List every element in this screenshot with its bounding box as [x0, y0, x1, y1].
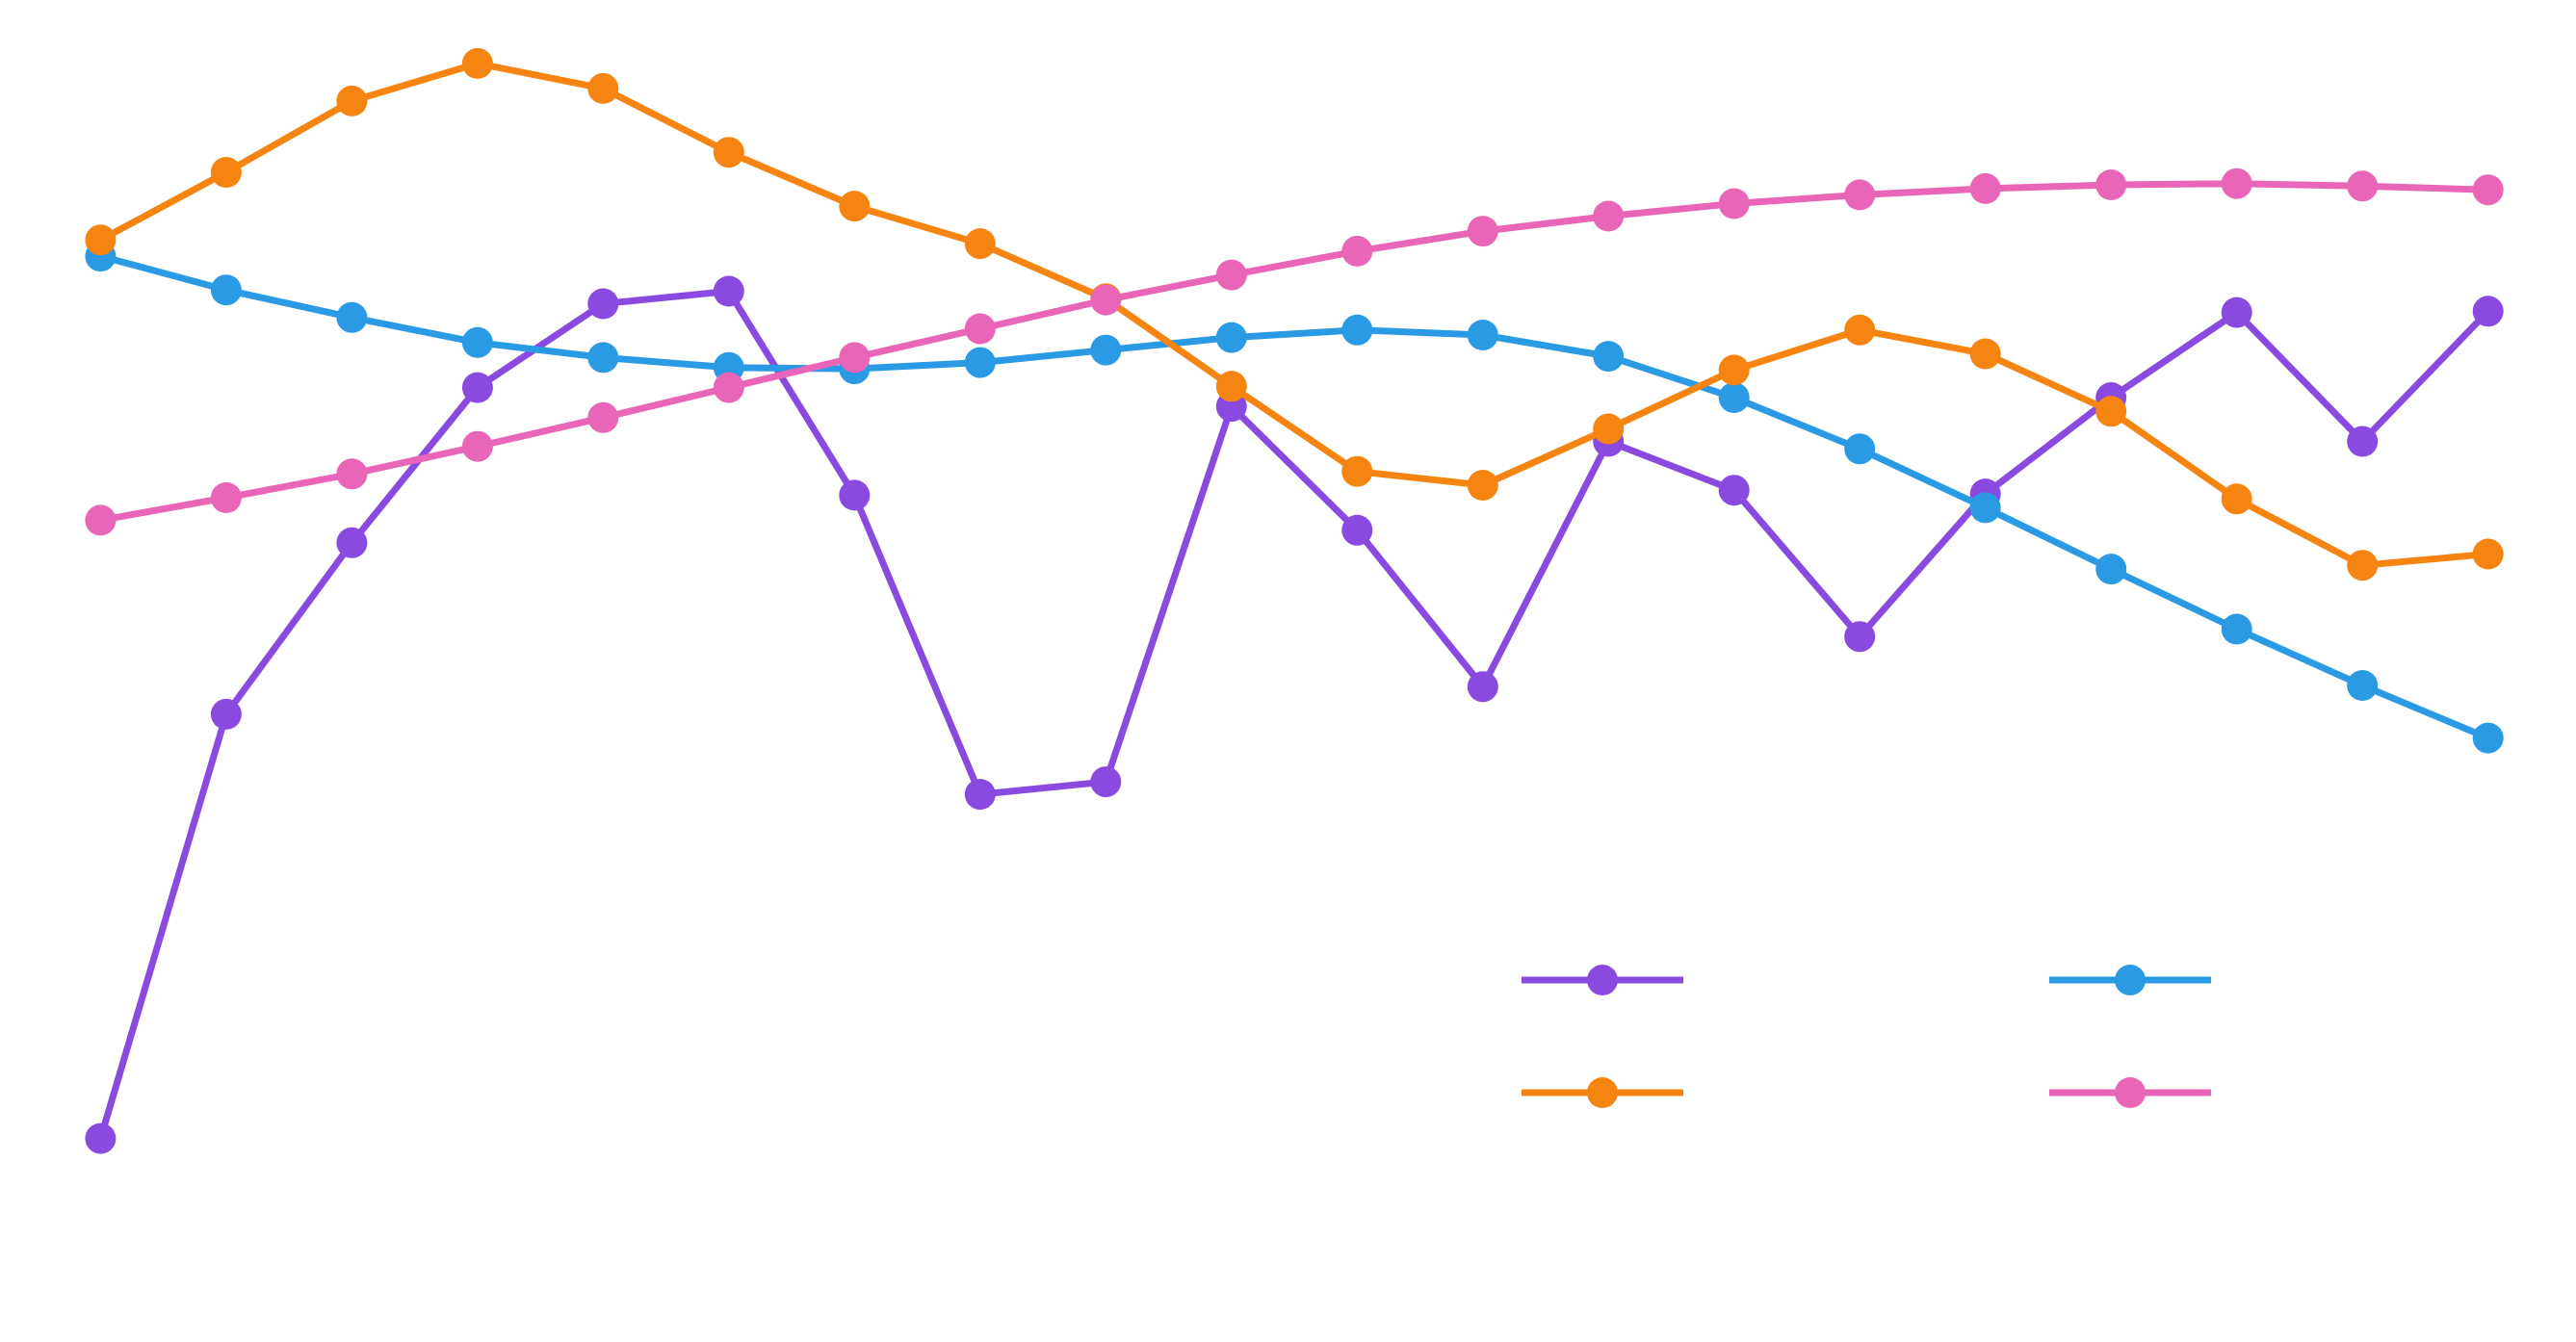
- data-point: [1844, 433, 1876, 465]
- data-point: [1215, 259, 1247, 291]
- data-point: [964, 347, 996, 378]
- data-point: [964, 779, 996, 811]
- data-point: [587, 401, 619, 433]
- data-point: [85, 224, 117, 256]
- data-point: [1969, 338, 2001, 370]
- data-point: [587, 342, 619, 374]
- data-point: [839, 342, 871, 374]
- data-point: [1844, 314, 1876, 346]
- data-point: [1593, 341, 1625, 373]
- data-point: [85, 1123, 117, 1154]
- data-point: [210, 274, 242, 306]
- data-point: [713, 372, 744, 403]
- data-point: [336, 458, 368, 490]
- legend-swatch-marker: [1587, 965, 1618, 995]
- data-point: [1844, 621, 1876, 653]
- data-point: [1718, 188, 1750, 219]
- legend-swatch-marker: [2115, 965, 2146, 995]
- series-line: [97, 288, 2491, 1140]
- data-point: [713, 275, 744, 307]
- data-point: [2347, 670, 2379, 701]
- data-point: [1090, 766, 1122, 798]
- data-point: [1718, 354, 1750, 386]
- data-point: [2221, 168, 2252, 199]
- data-point: [1467, 470, 1498, 501]
- legend-entry: [1522, 1077, 1683, 1108]
- data-point: [1467, 671, 1498, 703]
- data-point: [2221, 483, 2252, 515]
- data-point: [587, 72, 619, 104]
- data-point: [1090, 334, 1122, 366]
- legend-entry: [2049, 1077, 2211, 1108]
- data-point: [336, 85, 368, 116]
- data-point: [2347, 170, 2379, 202]
- data-point: [2095, 554, 2127, 585]
- series-1: [85, 241, 2504, 754]
- data-point: [964, 313, 996, 345]
- data-point: [1341, 455, 1373, 487]
- data-point: [1467, 216, 1498, 247]
- data-point: [210, 157, 242, 188]
- data-point: [1215, 322, 1247, 353]
- legend-swatch-marker: [2115, 1077, 2146, 1108]
- data-point: [1341, 314, 1373, 346]
- data-point: [2347, 426, 2379, 457]
- data-point: [1969, 172, 2001, 204]
- data-point: [2095, 169, 2127, 200]
- legend: [1522, 965, 2211, 1108]
- data-point: [2472, 296, 2504, 327]
- data-point: [587, 288, 619, 320]
- data-point: [461, 372, 493, 403]
- data-point: [1215, 371, 1247, 402]
- series-2: [85, 47, 2504, 581]
- data-point: [1467, 320, 1498, 350]
- data-point: [1593, 413, 1625, 445]
- data-point: [210, 698, 242, 730]
- data-point: [839, 191, 871, 222]
- data-point: [1969, 492, 2001, 524]
- data-point: [461, 47, 493, 79]
- data-point: [1718, 382, 1750, 413]
- data-point: [336, 527, 368, 558]
- data-point: [713, 137, 744, 168]
- series-line: [98, 60, 2489, 569]
- data-point: [1844, 179, 1876, 211]
- data-point: [839, 479, 871, 511]
- data-point: [1718, 475, 1750, 506]
- legend-entry: [1522, 965, 1683, 995]
- data-point: [2347, 550, 2379, 581]
- data-point: [964, 228, 996, 260]
- series-line: [99, 252, 2490, 741]
- data-point: [2221, 613, 2252, 645]
- data-point: [1090, 284, 1122, 316]
- data-point: [1341, 514, 1373, 546]
- data-point: [210, 482, 242, 513]
- data-point: [2095, 396, 2127, 427]
- data-point: [2472, 174, 2504, 206]
- data-point: [2221, 297, 2252, 328]
- data-point: [2472, 538, 2504, 570]
- data-point: [85, 504, 117, 536]
- series-line: [99, 180, 2488, 524]
- data-point: [461, 430, 493, 462]
- legend-entry: [2049, 965, 2211, 995]
- data-point: [461, 326, 493, 358]
- legend-swatch-marker: [1587, 1077, 1618, 1108]
- data-point: [336, 301, 368, 333]
- series-layer: [85, 47, 2504, 1154]
- data-point: [1341, 235, 1373, 267]
- series-0: [85, 275, 2504, 1154]
- data-point: [2472, 722, 2504, 754]
- data-point: [1593, 200, 1625, 232]
- series-3: [85, 168, 2504, 536]
